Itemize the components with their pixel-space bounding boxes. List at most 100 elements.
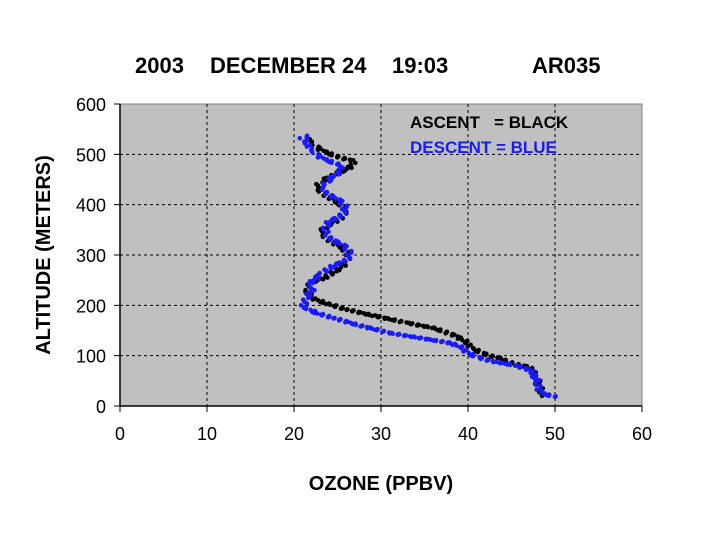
descent-point xyxy=(338,316,343,322)
ascent-point xyxy=(404,320,409,325)
descent-point xyxy=(312,308,318,314)
descent-point xyxy=(423,336,429,342)
descent-point xyxy=(298,303,304,308)
ascent-point xyxy=(392,317,398,322)
descent-point xyxy=(332,215,337,221)
descent-point xyxy=(533,379,538,385)
descent-point xyxy=(538,383,543,389)
descent-point xyxy=(344,252,349,257)
ascent-point xyxy=(320,298,326,304)
descent-point xyxy=(531,368,536,374)
descent-point xyxy=(364,324,370,330)
descent-point xyxy=(332,315,337,321)
descent-point xyxy=(324,189,330,195)
descent-point xyxy=(411,334,417,339)
ascent-point xyxy=(410,321,415,326)
y-tick-label: 0 xyxy=(96,397,106,417)
descent-point xyxy=(326,313,332,319)
title-time: 19:03 xyxy=(392,53,448,78)
descent-point xyxy=(452,341,458,347)
descent-point xyxy=(327,263,333,269)
title-station: AR035 xyxy=(532,53,600,78)
ascent-point xyxy=(328,270,334,275)
descent-point xyxy=(297,135,303,141)
descent-point xyxy=(326,229,331,234)
descent-point xyxy=(306,282,312,288)
ascent-point xyxy=(495,355,500,360)
descent-point xyxy=(304,291,309,297)
y-axis-title: ALTITUDE (METERS) xyxy=(33,155,55,355)
descent-point xyxy=(539,389,544,394)
ascent-point xyxy=(490,353,495,359)
x-tick-label: 40 xyxy=(458,424,478,444)
ascent-point xyxy=(481,350,487,356)
x-tick-label: 60 xyxy=(632,424,652,444)
descent-point xyxy=(322,267,327,272)
x-tick-label: 50 xyxy=(545,424,565,444)
ascent-point xyxy=(468,342,473,348)
descent-point xyxy=(433,337,439,343)
descent-point xyxy=(307,142,313,148)
ascent-point xyxy=(465,338,470,344)
descent-point xyxy=(304,133,310,138)
descent-point xyxy=(329,158,335,164)
descent-point xyxy=(320,311,326,317)
ascent-point xyxy=(326,301,332,306)
descent-point xyxy=(466,350,472,356)
ascent-point xyxy=(431,325,437,330)
ascent-point xyxy=(356,309,362,315)
descent-point xyxy=(381,328,387,334)
descent-point xyxy=(485,357,491,362)
y-tick-label: 100 xyxy=(76,347,106,367)
descent-point xyxy=(337,260,342,265)
descent-point xyxy=(533,372,539,378)
descent-point xyxy=(328,235,334,240)
descent-point xyxy=(308,307,313,313)
x-axis-title: OZONE (PPBV) xyxy=(309,473,453,495)
descent-point xyxy=(343,318,349,324)
ascent-point xyxy=(444,329,450,335)
descent-point xyxy=(498,360,503,365)
descent-point xyxy=(300,297,306,303)
ascent-point xyxy=(455,334,461,339)
y-tick-label: 600 xyxy=(76,95,106,115)
descent-point xyxy=(418,335,424,341)
descent-point xyxy=(333,238,339,243)
ascent-point xyxy=(336,153,341,159)
descent-point xyxy=(553,394,558,399)
chart-title: 2003 DECEMBER 24 19:03 AR035 xyxy=(135,53,600,78)
ascent-point xyxy=(382,315,387,321)
descent-point xyxy=(460,344,465,349)
ascent-point xyxy=(342,155,347,161)
descent-point xyxy=(337,212,342,217)
y-tick-label: 300 xyxy=(76,246,106,266)
descent-point xyxy=(470,351,476,357)
descent-point xyxy=(329,193,335,198)
ascent-point xyxy=(345,307,350,312)
descent-point xyxy=(386,330,392,335)
ascent-point xyxy=(303,287,308,293)
descent-point xyxy=(341,257,347,263)
ascent-point xyxy=(503,357,508,363)
ascent-point xyxy=(329,151,335,156)
descent-point xyxy=(308,293,313,299)
y-tick-label: 500 xyxy=(76,145,106,165)
ascent-point xyxy=(313,296,318,301)
legend-descent: DESCENT = BLUE xyxy=(410,138,557,157)
x-tick-label: 10 xyxy=(197,424,217,444)
descent-point xyxy=(402,332,408,338)
y-tick-label: 400 xyxy=(76,196,106,216)
descent-point xyxy=(307,289,313,295)
descent-point xyxy=(344,203,350,208)
x-tick-label: 0 xyxy=(115,424,125,444)
legend: ASCENT = BLACK DESCENT = BLUE xyxy=(410,113,569,157)
descent-point xyxy=(490,358,496,364)
descent-point xyxy=(342,242,348,248)
descent-point xyxy=(507,361,513,367)
descent-point xyxy=(477,354,482,360)
series-descent xyxy=(297,133,558,400)
descent-point xyxy=(309,146,315,151)
ascent-point xyxy=(323,273,328,278)
ascent-point xyxy=(333,303,339,308)
